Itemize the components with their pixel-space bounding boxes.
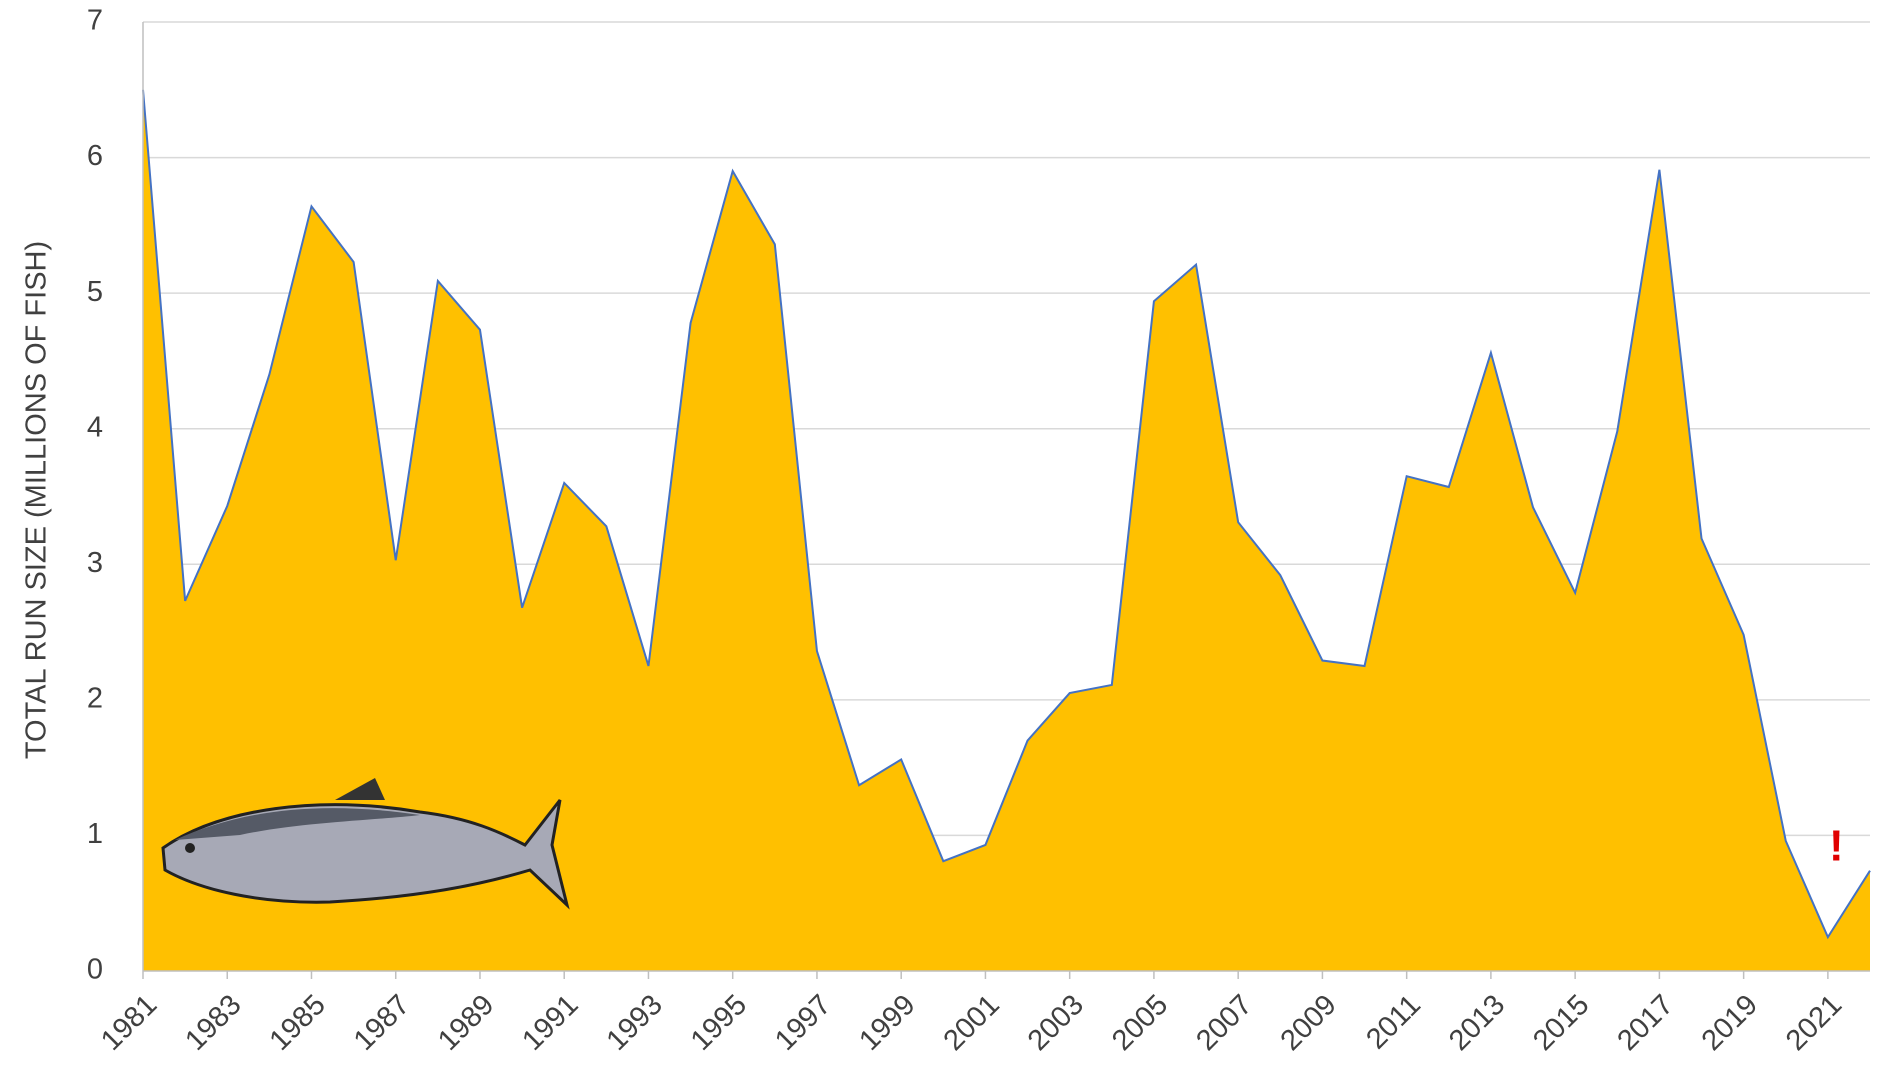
x-tick-label: 1995 [685, 989, 753, 1057]
x-tick-label: 1983 [179, 989, 247, 1057]
x-tick-label: 1999 [853, 989, 921, 1057]
x-tick-label: 1981 [95, 989, 163, 1057]
y-tick-label: 5 [87, 276, 103, 308]
x-tick-label: 2019 [1696, 989, 1764, 1057]
y-tick-label: 4 [87, 411, 103, 443]
x-tick-label: 2001 [938, 989, 1006, 1057]
y-axis-label: TOTAL RUN SIZE (MILLIONS OF FISH) [21, 241, 53, 759]
y-tick-label: 0 [87, 954, 103, 986]
annotation: ! [1829, 822, 1844, 871]
x-tick-label: 1993 [601, 989, 669, 1057]
x-tick-label: 1997 [769, 989, 837, 1057]
fish-illustration [161, 778, 570, 910]
fish-fin [335, 778, 385, 800]
area [143, 89, 1870, 972]
fish-eye [185, 843, 195, 853]
x-tick-label: 2007 [1190, 989, 1258, 1057]
y-tick-label: 3 [87, 547, 103, 579]
y-tick-label: 1 [87, 818, 103, 850]
x-tick-label: 2021 [1780, 989, 1848, 1057]
y-tick-label: 7 [87, 5, 103, 37]
x-tick-label: 1985 [264, 989, 332, 1057]
x-tick-label: 2017 [1612, 989, 1680, 1057]
y-tick-label: 2 [87, 683, 103, 715]
x-tick-label: 1989 [432, 989, 500, 1057]
fish-back [175, 808, 420, 840]
x-tick-label: 2013 [1443, 989, 1511, 1057]
x-tick-label: 1991 [516, 989, 584, 1057]
x-tick-label: 1987 [348, 989, 416, 1057]
y-tick-label: 6 [87, 140, 103, 172]
x-tick-label: 2011 [1360, 989, 1427, 1056]
x-tick-label: 2009 [1275, 989, 1343, 1057]
x-tick-label: 2005 [1106, 989, 1174, 1057]
x-tick-label: 2003 [1022, 989, 1090, 1057]
x-tick-label: 2015 [1527, 989, 1595, 1057]
area-line [142, 89, 1871, 940]
